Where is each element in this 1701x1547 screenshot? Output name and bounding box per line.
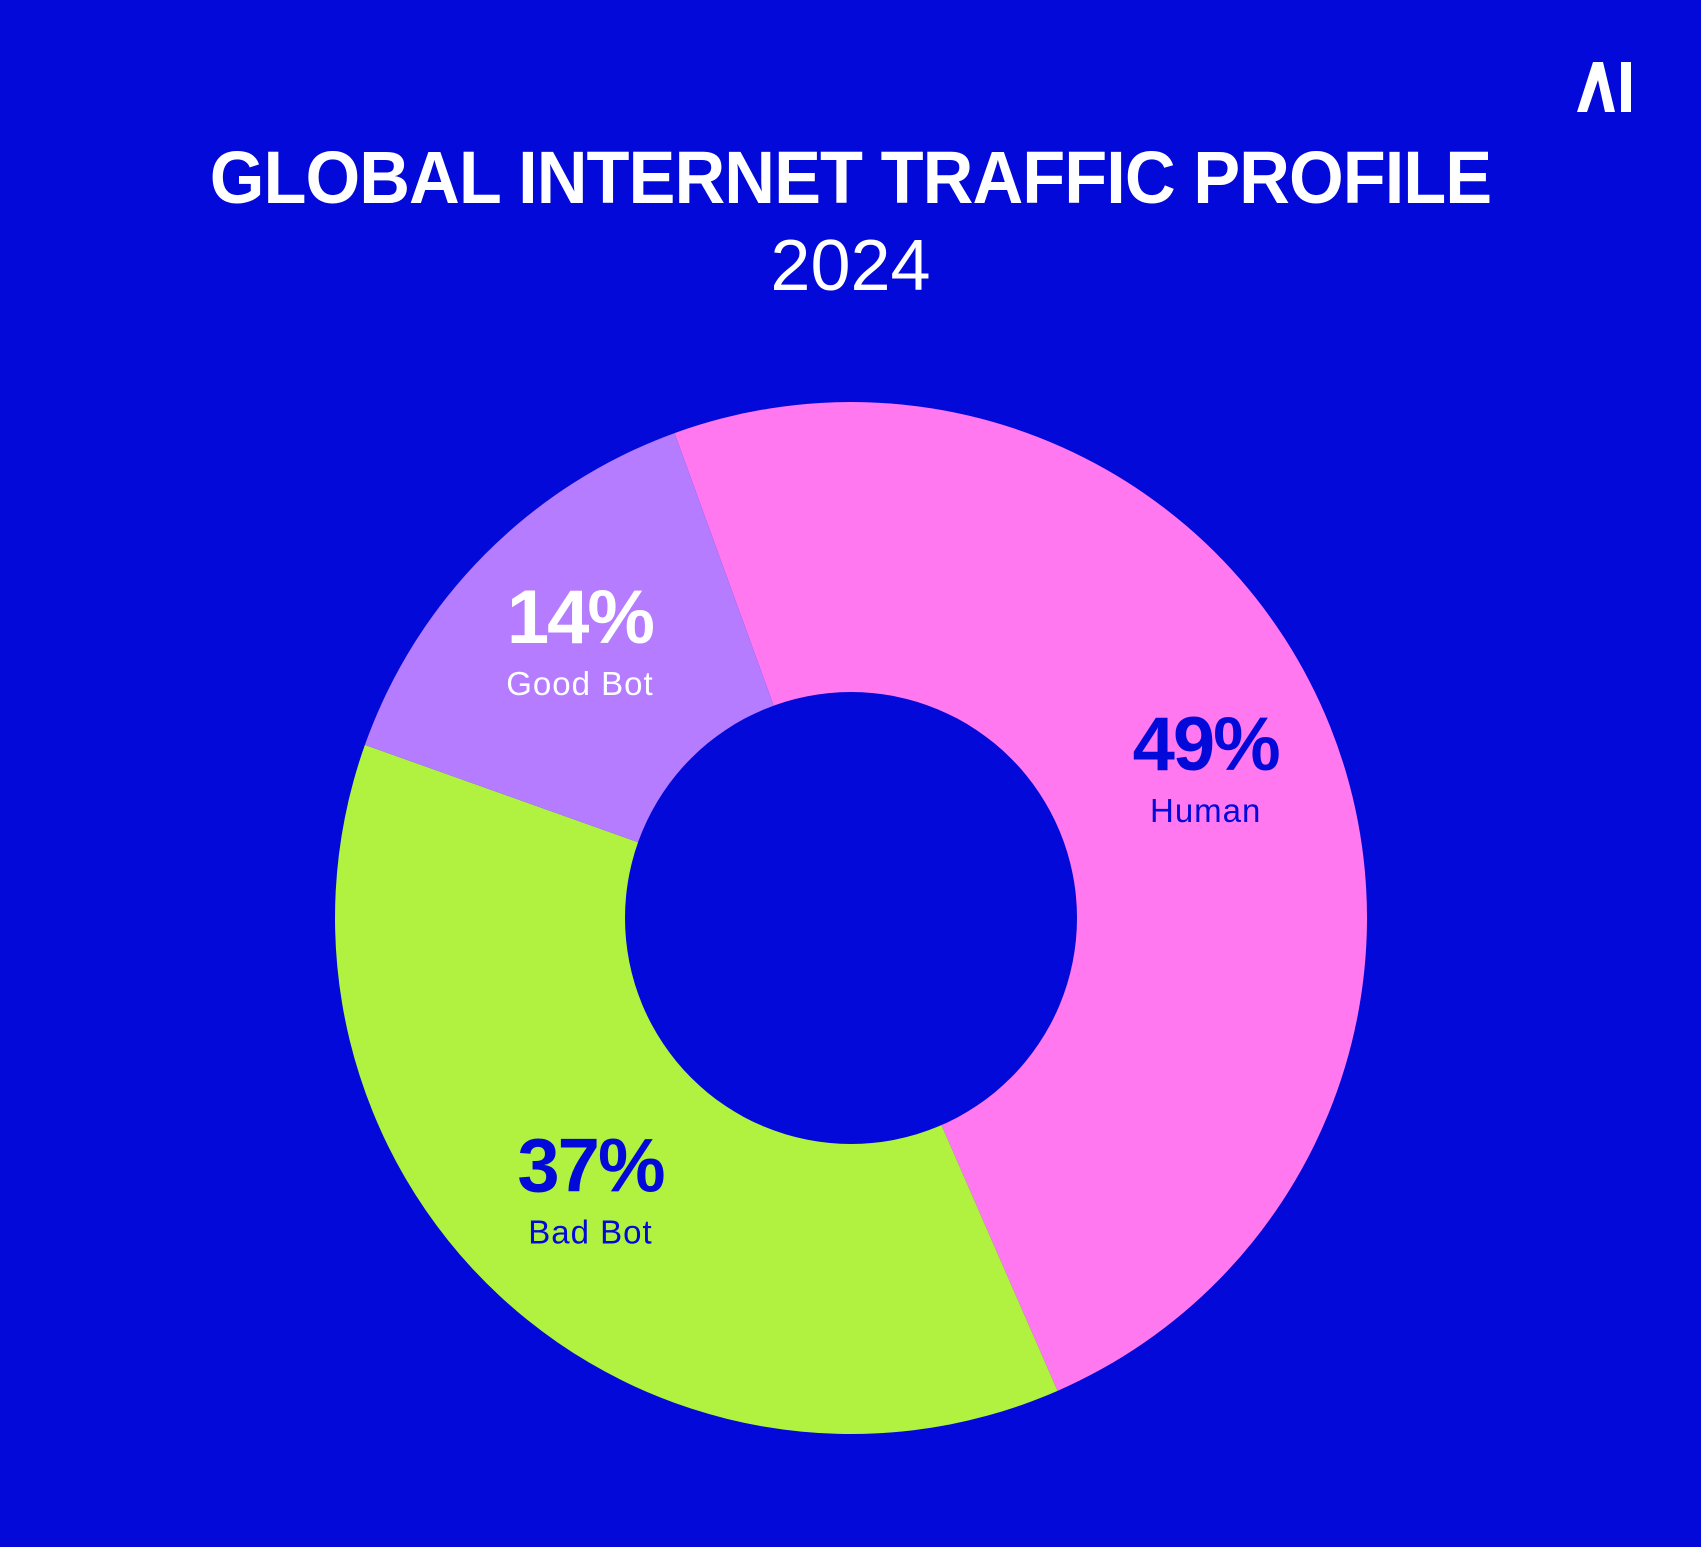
- chart-title: GLOBAL INTERNET TRAFFIC PROFILE: [209, 136, 1492, 219]
- chart-subtitle: 2024: [770, 226, 931, 306]
- slice-category-label-good-bot: Good Bot: [506, 665, 653, 702]
- slice-value-label-good-bot: 14%: [507, 575, 654, 660]
- slice-bad-bot: [334, 744, 1058, 1434]
- slice-value-label-bad-bot: 37%: [517, 1123, 664, 1208]
- slice-labels: 49% Human 37% Bad Bot 14% Good Bot: [506, 575, 1281, 1251]
- logo-a-shape: [1577, 62, 1615, 112]
- donut-hole: [625, 692, 1077, 1144]
- slice-value-label-human: 49%: [1133, 702, 1280, 787]
- slice-category-label-human: Human: [1150, 792, 1261, 829]
- logo-mark: [1577, 62, 1631, 112]
- brand-logo-icon: [1577, 62, 1633, 112]
- logo-i-shape: [1621, 62, 1631, 112]
- slice-category-label-bad-bot: Bad Bot: [528, 1213, 652, 1250]
